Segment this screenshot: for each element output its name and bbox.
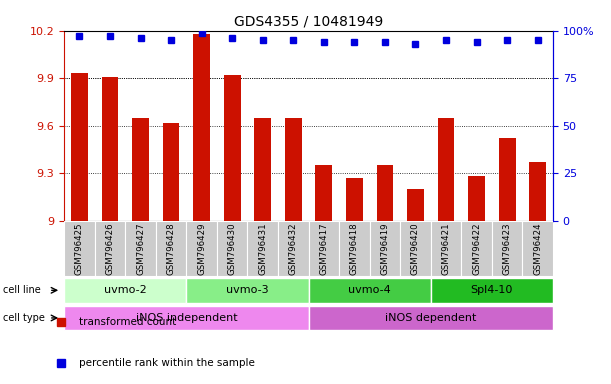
FancyBboxPatch shape [522,221,553,276]
Bar [315,166,332,221]
FancyBboxPatch shape [217,221,247,276]
Text: GSM796420: GSM796420 [411,222,420,275]
Text: GSM796432: GSM796432 [289,222,298,275]
Text: iNOS dependent: iNOS dependent [385,313,477,323]
FancyBboxPatch shape [247,221,278,276]
FancyBboxPatch shape [186,221,217,276]
Text: GSM796428: GSM796428 [167,222,175,275]
Text: GSM796425: GSM796425 [75,222,84,275]
Bar [132,118,149,221]
Text: GSM796431: GSM796431 [258,222,267,275]
Text: uvmo-4: uvmo-4 [348,285,391,295]
Bar [529,162,546,221]
Text: Spl4-10: Spl4-10 [470,285,513,295]
Text: GSM796429: GSM796429 [197,222,206,275]
Text: percentile rank within the sample: percentile rank within the sample [79,358,255,368]
FancyBboxPatch shape [492,221,522,276]
Bar [71,73,88,221]
FancyBboxPatch shape [461,221,492,276]
Bar [468,177,485,221]
Text: cell type: cell type [3,313,45,323]
Text: GSM796419: GSM796419 [381,222,389,275]
Text: GSM796418: GSM796418 [350,222,359,275]
Bar [499,138,516,221]
FancyBboxPatch shape [370,221,400,276]
Bar [285,118,302,221]
FancyBboxPatch shape [64,221,95,276]
Text: uvmo-2: uvmo-2 [104,285,147,295]
Bar [376,166,393,221]
Text: GSM796426: GSM796426 [106,222,114,275]
Text: iNOS independent: iNOS independent [136,313,237,323]
Text: uvmo-3: uvmo-3 [226,285,269,295]
FancyBboxPatch shape [309,278,431,303]
Text: transformed count: transformed count [79,316,177,326]
FancyBboxPatch shape [125,221,156,276]
FancyBboxPatch shape [64,306,309,330]
Text: GSM796417: GSM796417 [320,222,328,275]
FancyBboxPatch shape [95,221,125,276]
FancyBboxPatch shape [309,306,553,330]
FancyBboxPatch shape [309,221,339,276]
FancyBboxPatch shape [186,278,309,303]
Text: GSM796427: GSM796427 [136,222,145,275]
Text: GSM796430: GSM796430 [228,222,236,275]
Text: GSM796423: GSM796423 [503,222,511,275]
Bar [407,189,424,221]
Bar [437,118,455,221]
Text: GSM796421: GSM796421 [442,222,450,275]
FancyBboxPatch shape [431,278,553,303]
FancyBboxPatch shape [431,221,461,276]
Bar [193,34,210,221]
FancyBboxPatch shape [278,221,309,276]
Text: cell line: cell line [3,285,41,295]
FancyBboxPatch shape [339,221,370,276]
Bar [346,178,363,221]
FancyBboxPatch shape [400,221,431,276]
Bar [163,122,180,221]
FancyBboxPatch shape [64,278,186,303]
Bar [101,77,119,221]
Text: GSM796424: GSM796424 [533,222,542,275]
FancyBboxPatch shape [156,221,186,276]
Bar [224,75,241,221]
Bar [254,118,271,221]
Text: GSM796422: GSM796422 [472,222,481,275]
Title: GDS4355 / 10481949: GDS4355 / 10481949 [234,14,383,28]
